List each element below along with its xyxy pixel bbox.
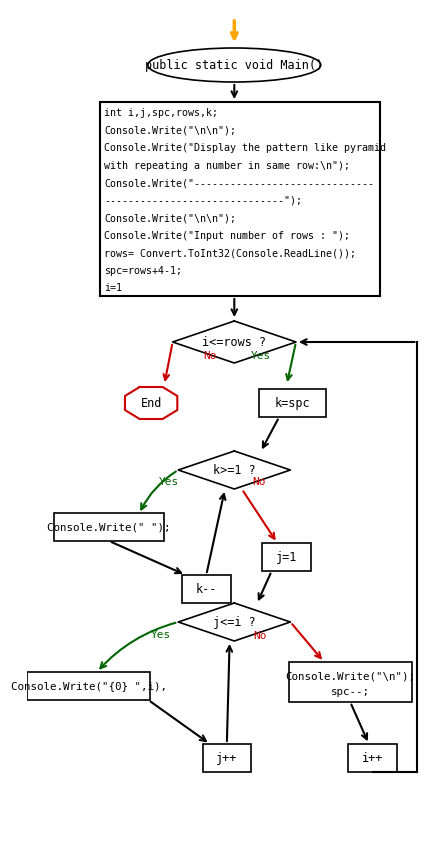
Text: Yes: Yes [159, 477, 179, 487]
Text: j=1: j=1 [276, 551, 297, 563]
Text: Console.Write("\n");: Console.Write("\n"); [285, 671, 415, 681]
Ellipse shape [148, 48, 321, 82]
Text: i=1: i=1 [104, 283, 123, 293]
Text: with repeating a number in same row:\n");: with repeating a number in same row:\n")… [104, 161, 350, 171]
Text: j<=i ?: j<=i ? [213, 616, 256, 629]
Text: int i,j,spc,rows,k;: int i,j,spc,rows,k; [104, 108, 218, 118]
Text: k=spc: k=spc [274, 397, 310, 409]
FancyBboxPatch shape [182, 575, 230, 603]
FancyBboxPatch shape [289, 662, 412, 702]
Text: Console.Write("\n\n");: Console.Write("\n\n"); [104, 213, 236, 223]
Text: Yes: Yes [250, 351, 270, 361]
Text: No: No [252, 477, 266, 487]
Polygon shape [178, 603, 290, 641]
Text: Console.Write(" ");: Console.Write(" "); [48, 522, 171, 532]
Text: spc=rows+4-1;: spc=rows+4-1; [104, 266, 182, 276]
Text: j++: j++ [216, 751, 238, 765]
Text: Yes: Yes [151, 630, 170, 640]
Text: Console.Write("\n\n");: Console.Write("\n\n"); [104, 125, 236, 135]
FancyBboxPatch shape [100, 102, 380, 296]
FancyBboxPatch shape [349, 744, 397, 772]
Text: No: No [203, 351, 217, 361]
FancyBboxPatch shape [27, 672, 150, 700]
FancyBboxPatch shape [258, 389, 326, 417]
Text: Console.Write("Input number of rows : ");: Console.Write("Input number of rows : ")… [104, 230, 350, 240]
Text: k--: k-- [196, 583, 217, 596]
Text: Console.Write("{0} ",i),: Console.Write("{0} ",i), [11, 681, 166, 691]
Text: End: End [140, 397, 162, 409]
Text: Console.Write("Display the pattern like pyramid: Console.Write("Display the pattern like … [104, 143, 386, 153]
Text: spc--;: spc--; [331, 687, 370, 697]
FancyBboxPatch shape [262, 543, 311, 571]
Text: ------------------------------");: ------------------------------"); [104, 195, 302, 206]
Text: k>=1 ?: k>=1 ? [213, 464, 256, 476]
Text: No: No [254, 631, 267, 641]
Text: public static void Main(): public static void Main() [145, 58, 323, 72]
Polygon shape [173, 321, 296, 363]
Text: i<=rows ?: i<=rows ? [202, 336, 266, 349]
Polygon shape [178, 451, 290, 489]
FancyBboxPatch shape [54, 513, 164, 541]
FancyBboxPatch shape [202, 744, 251, 772]
Polygon shape [125, 387, 177, 419]
Text: Console.Write("------------------------------: Console.Write("-------------------------… [104, 178, 374, 188]
Text: rows= Convert.ToInt32(Console.ReadLine());: rows= Convert.ToInt32(Console.ReadLine()… [104, 248, 357, 258]
Text: i++: i++ [362, 751, 383, 765]
